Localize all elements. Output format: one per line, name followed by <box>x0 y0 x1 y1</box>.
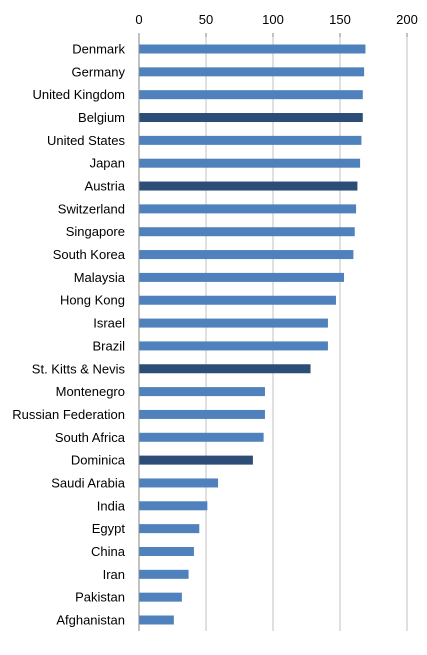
category-label-saudi-arabia: Saudi Arabia <box>51 475 125 490</box>
category-label-malaysia: Malaysia <box>74 270 126 285</box>
bar-russian-federation <box>139 409 265 419</box>
bar-india <box>139 501 208 511</box>
gridlines <box>205 37 408 631</box>
category-label-singapore: Singapore <box>66 224 125 239</box>
category-label-south-korea: South Korea <box>53 247 126 262</box>
category-label-russian-federation: Russian Federation <box>12 407 125 422</box>
bar-south-korea <box>139 250 354 260</box>
bar-united-states <box>139 135 362 145</box>
bar-malaysia <box>139 272 345 282</box>
category-label-iran: Iran <box>103 567 125 582</box>
bar-japan <box>139 158 361 168</box>
category-label-denmark: Denmark <box>72 42 125 57</box>
category-label-dominica: Dominica <box>71 453 126 468</box>
bar-st-kitts-nevis <box>139 364 311 374</box>
category-label-brazil: Brazil <box>92 338 125 353</box>
bar-switzerland <box>139 204 357 214</box>
category-labels: Denmark Germany United Kingdom Belgium Unite… <box>12 42 126 628</box>
bar-austria <box>139 181 358 191</box>
bar-united-kingdom <box>139 90 363 100</box>
bar-belgium <box>139 113 363 123</box>
tick-label-50: 50 <box>199 12 213 27</box>
category-label-china: China <box>91 544 126 559</box>
bar-montenegro <box>139 387 265 397</box>
category-label-afghanistan: Afghanistan <box>56 613 125 628</box>
tick-label-100: 100 <box>262 12 284 27</box>
category-label-egypt: Egypt <box>92 521 126 536</box>
category-label-austria: Austria <box>85 179 126 194</box>
tick-label-150: 150 <box>329 12 351 27</box>
bar-germany <box>139 67 365 77</box>
bar-south-africa <box>139 432 264 442</box>
category-label-united-states: United States <box>47 133 126 148</box>
category-label-india: India <box>97 498 126 513</box>
bar-pakistan <box>139 592 182 602</box>
category-label-south-africa: South Africa <box>55 430 126 445</box>
bar-saudi-arabia <box>139 478 219 488</box>
category-label-united-kingdom: United Kingdom <box>33 87 126 102</box>
bar-afghanistan <box>139 615 174 625</box>
bar-dominica <box>139 455 253 465</box>
bar-israel <box>139 318 328 328</box>
bars <box>139 44 366 625</box>
category-label-israel: Israel <box>93 316 125 331</box>
category-label-montenegro: Montenegro <box>56 384 125 399</box>
category-label-switzerland: Switzerland <box>58 201 125 216</box>
bar-brazil <box>139 341 328 351</box>
tick-label-200: 200 <box>396 12 418 27</box>
category-label-hong-kong: Hong Kong <box>60 293 125 308</box>
tick-label-0: 0 <box>135 12 142 27</box>
bar-iran <box>139 569 189 579</box>
category-label-japan: Japan <box>90 156 125 171</box>
category-label-pakistan: Pakistan <box>75 590 125 605</box>
bar-hong-kong <box>139 295 336 305</box>
bar-singapore <box>139 227 355 237</box>
bar-egypt <box>139 524 200 534</box>
x-axis-ticks: 0 50 100 150 200 <box>135 12 418 37</box>
category-label-germany: Germany <box>72 64 126 79</box>
bar-denmark <box>139 44 366 54</box>
bar-china <box>139 546 194 556</box>
category-label-st-kitts-nevis: St. Kitts & Nevis <box>32 361 126 376</box>
category-label-belgium: Belgium <box>78 110 125 125</box>
